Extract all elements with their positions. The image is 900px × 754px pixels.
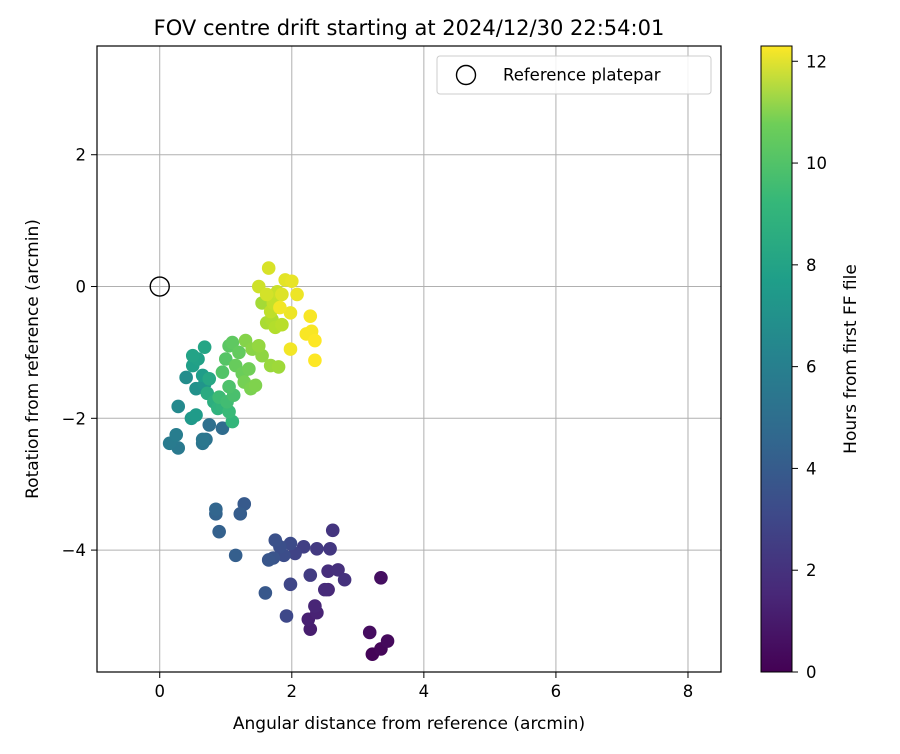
data-point bbox=[380, 634, 395, 648]
y-tick-label: 0 bbox=[76, 278, 87, 297]
data-point bbox=[283, 306, 298, 320]
data-point bbox=[202, 371, 217, 386]
data-point bbox=[225, 335, 240, 350]
data-point bbox=[218, 352, 233, 366]
data-point bbox=[308, 353, 322, 368]
data-point bbox=[308, 599, 322, 613]
data-point bbox=[202, 418, 217, 432]
data-point bbox=[185, 348, 200, 363]
colorbar-label: Hours from first FF file bbox=[841, 264, 861, 454]
data-point bbox=[271, 360, 286, 374]
data-point bbox=[331, 563, 345, 577]
data-point bbox=[318, 582, 332, 597]
x-tick-label: 2 bbox=[287, 682, 298, 701]
y-axis-label: Rotation from reference (arcmin) bbox=[23, 219, 43, 499]
legend-reference-marker bbox=[455, 64, 477, 86]
data-point bbox=[261, 261, 276, 275]
data-point bbox=[228, 548, 243, 563]
data-point bbox=[362, 625, 377, 640]
data-point bbox=[337, 572, 352, 587]
data-point bbox=[303, 309, 318, 323]
data-point bbox=[261, 553, 276, 567]
data-point bbox=[251, 339, 266, 353]
data-point bbox=[258, 586, 273, 600]
data-point bbox=[259, 287, 274, 302]
data-points bbox=[162, 261, 395, 662]
y-tick-label: 2 bbox=[76, 146, 87, 165]
grid-lines bbox=[97, 46, 721, 672]
data-point bbox=[308, 333, 322, 348]
colorbar-tick-label: 12 bbox=[806, 52, 827, 71]
data-point bbox=[275, 317, 289, 332]
data-point bbox=[325, 523, 340, 538]
colorbar-gradient bbox=[760, 45, 793, 673]
colorbar-tick-label: 10 bbox=[806, 154, 827, 173]
legend: Reference platepar bbox=[436, 55, 712, 95]
colorbar-tick-label: 8 bbox=[806, 256, 817, 275]
data-point bbox=[171, 399, 186, 414]
data-point bbox=[232, 345, 246, 360]
colorbar-tick-label: 0 bbox=[806, 663, 817, 682]
data-point bbox=[283, 577, 298, 592]
data-point bbox=[233, 507, 248, 521]
data-point bbox=[197, 340, 212, 354]
data-point bbox=[212, 524, 226, 539]
data-point bbox=[195, 432, 210, 447]
reference-platepar-marker bbox=[149, 276, 170, 297]
y-tick-label: −2 bbox=[62, 409, 86, 428]
x-tick-label: 0 bbox=[154, 682, 165, 701]
plot-area-frame bbox=[96, 45, 722, 673]
y-tick-label: −4 bbox=[62, 541, 86, 560]
x-tick-label: 4 bbox=[419, 682, 430, 701]
colorbar-tick-label: 4 bbox=[806, 459, 817, 478]
data-point bbox=[283, 536, 298, 551]
data-point bbox=[273, 300, 287, 315]
data-point bbox=[242, 362, 256, 376]
x-tick-label: 8 bbox=[683, 682, 694, 701]
data-point bbox=[209, 502, 223, 517]
x-axis-ticks: 0 2 4 6 8 bbox=[154, 672, 693, 701]
data-point bbox=[215, 421, 230, 435]
data-point bbox=[283, 342, 298, 356]
data-point bbox=[290, 287, 304, 302]
data-point bbox=[268, 533, 283, 548]
data-point bbox=[303, 568, 318, 582]
data-point bbox=[215, 365, 230, 379]
data-point bbox=[275, 287, 289, 302]
legend-entry-label: Reference platepar bbox=[503, 66, 661, 85]
data-point bbox=[189, 408, 203, 422]
legend-box bbox=[436, 55, 712, 95]
colorbar-tick-label: 2 bbox=[806, 561, 817, 580]
data-point bbox=[222, 379, 236, 394]
colorbar-ticks: 0 2 4 6 8 10 12 bbox=[792, 52, 827, 682]
y-axis-ticks: 2 0 −2 −4 bbox=[62, 146, 97, 560]
colorbar: 0 2 4 6 8 10 12 Hours from first FF file bbox=[760, 45, 861, 682]
data-point bbox=[279, 609, 294, 623]
data-point bbox=[248, 378, 263, 393]
x-axis-label: Angular distance from reference (arcmin) bbox=[233, 714, 585, 734]
data-point bbox=[374, 570, 388, 585]
data-point bbox=[284, 274, 299, 289]
chart-title: FOV centre drift starting at 2024/12/30 … bbox=[154, 16, 665, 40]
data-point bbox=[169, 427, 184, 442]
data-point bbox=[310, 541, 324, 556]
data-point bbox=[323, 541, 337, 556]
x-tick-label: 6 bbox=[551, 682, 562, 701]
data-point bbox=[179, 370, 193, 385]
colorbar-tick-label: 6 bbox=[806, 358, 817, 377]
data-point bbox=[321, 564, 335, 578]
